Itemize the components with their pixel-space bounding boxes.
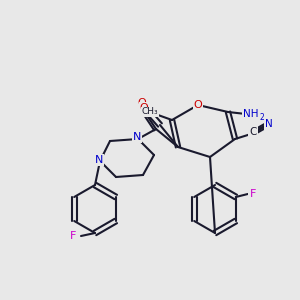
Text: F: F xyxy=(250,189,256,199)
Text: CH₃: CH₃ xyxy=(142,107,158,116)
Text: N: N xyxy=(265,119,273,129)
Text: C: C xyxy=(249,127,257,137)
Text: 2: 2 xyxy=(260,113,265,122)
Text: N: N xyxy=(133,132,141,142)
Text: NH: NH xyxy=(243,109,259,119)
Text: N: N xyxy=(95,155,103,165)
Text: F: F xyxy=(70,231,76,241)
Text: O: O xyxy=(194,100,202,110)
Text: O: O xyxy=(140,103,148,113)
Text: O: O xyxy=(138,98,146,108)
